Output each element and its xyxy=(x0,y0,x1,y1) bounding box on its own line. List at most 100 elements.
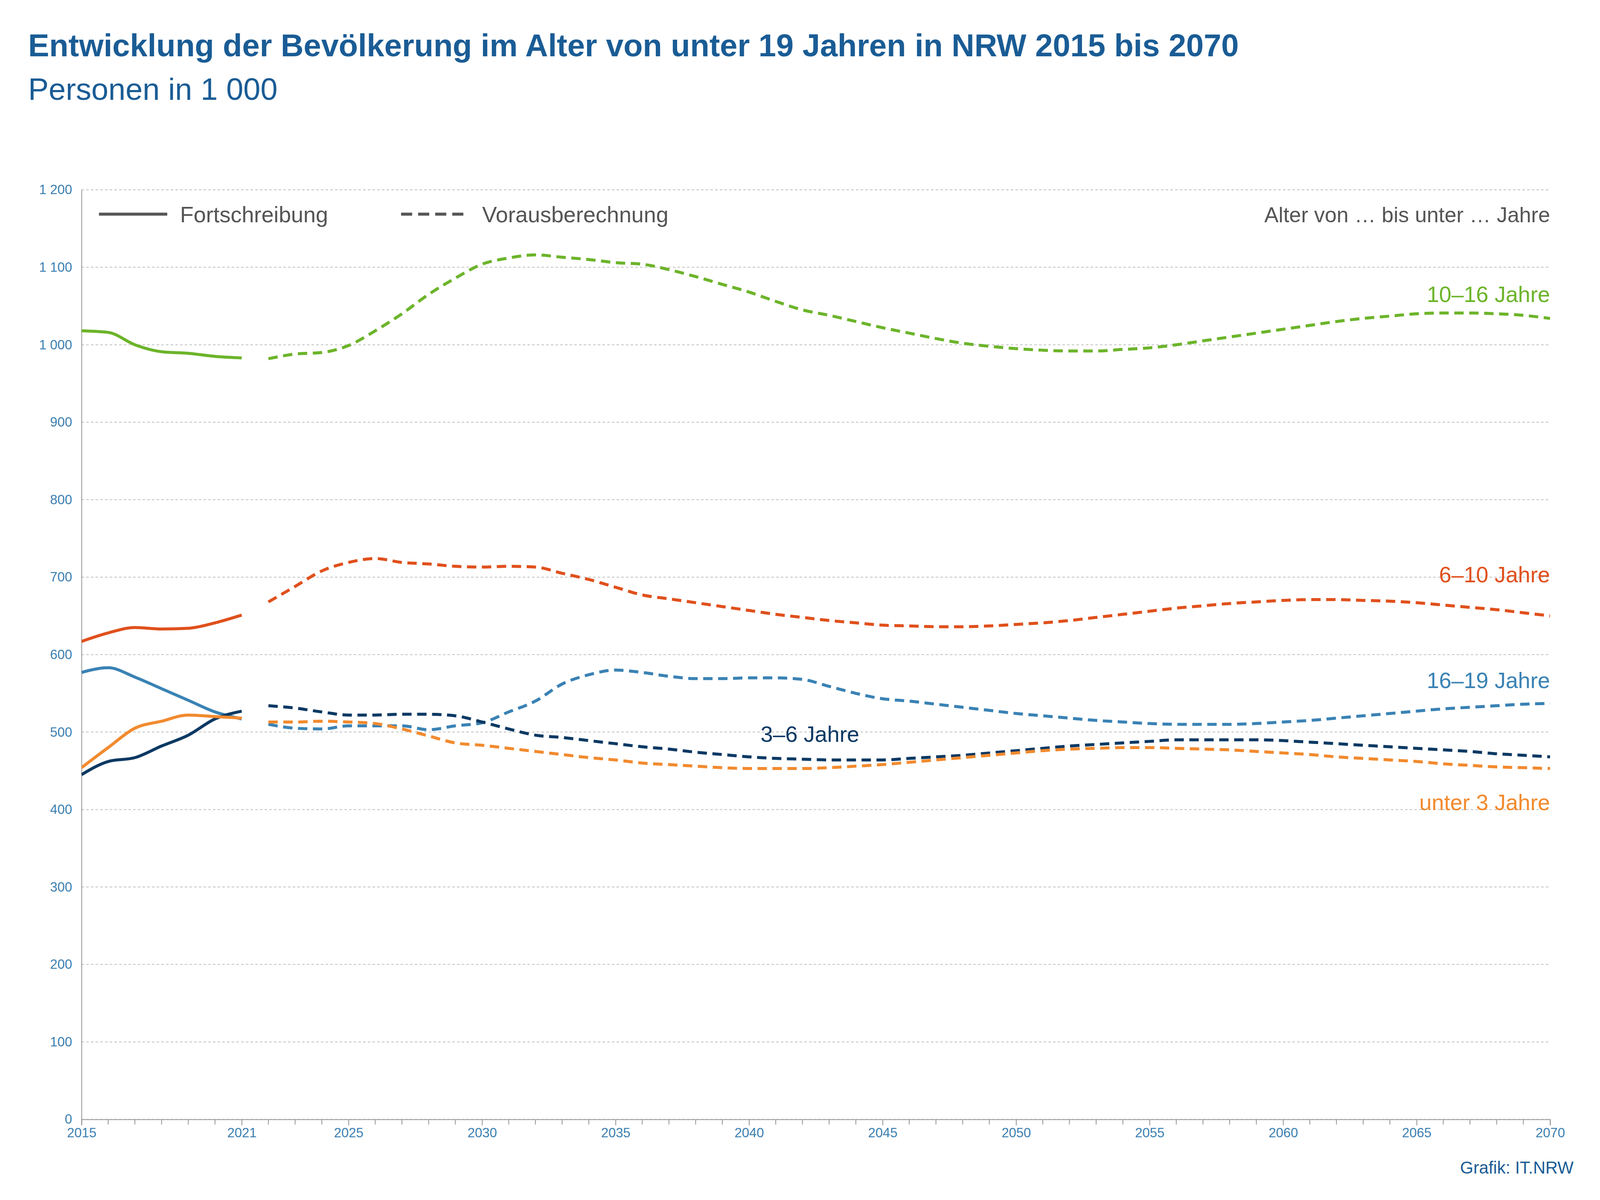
x-tick-mark xyxy=(348,1119,350,1126)
x-minor-tick xyxy=(1229,1119,1231,1125)
x-minor-tick xyxy=(1175,1119,1177,1125)
series-label: unter 3 Jahre xyxy=(1419,790,1551,815)
y-tick-label: 1 000 xyxy=(38,337,73,353)
x-minor-tick xyxy=(802,1119,803,1125)
x-minor-tick xyxy=(214,1119,216,1125)
series-line xyxy=(268,255,1551,359)
x-minor-tick xyxy=(1042,1119,1044,1125)
series-line xyxy=(81,711,242,775)
x-tick-mark xyxy=(481,1119,483,1126)
y-tick-label: 800 xyxy=(49,492,73,508)
x-tick-label: 2060 xyxy=(1268,1125,1298,1141)
series-line xyxy=(268,558,1551,627)
x-minor-tick xyxy=(1442,1119,1444,1125)
x-minor-tick xyxy=(989,1119,990,1125)
x-tick-label: 2040 xyxy=(734,1125,765,1141)
y-tick-label: 1 200 xyxy=(38,182,73,198)
grid-line xyxy=(81,1041,1551,1043)
x-tick: 2050 xyxy=(1001,1119,1031,1141)
series-line xyxy=(81,715,242,768)
x-minor-tick xyxy=(561,1119,563,1125)
y-tick: 1 100 xyxy=(38,259,82,275)
x-tick-mark xyxy=(615,1119,617,1126)
x-minor-tick xyxy=(721,1119,723,1125)
x-minor-tick xyxy=(855,1119,857,1125)
series-label: 16–19 Jahre xyxy=(1426,668,1551,693)
x-minor-tick xyxy=(695,1119,696,1125)
y-tick-label: 600 xyxy=(49,647,73,663)
y-tick: 100 xyxy=(49,1034,82,1050)
y-tick-label: 300 xyxy=(49,879,73,895)
grid-line xyxy=(81,809,1551,811)
grid-line xyxy=(81,344,1551,346)
grid-line xyxy=(81,421,1551,423)
x-tick-label: 2025 xyxy=(334,1125,364,1141)
x-tick: 2065 xyxy=(1402,1119,1432,1141)
y-tick: 800 xyxy=(49,492,82,508)
x-tick-label: 2030 xyxy=(467,1125,498,1141)
y-axis: 01002003004005006007008009001 0001 1001 … xyxy=(38,182,82,1127)
x-minor-tick xyxy=(668,1119,670,1125)
series-line xyxy=(268,670,1551,731)
x-minor-tick xyxy=(1496,1119,1498,1125)
title: Entwicklung der Bevölkerung im Alter von… xyxy=(28,27,1240,64)
x-minor-tick xyxy=(374,1119,376,1125)
legend-title: Alter von … bis unter … Jahre xyxy=(1264,203,1551,227)
x-tick: 2055 xyxy=(1134,1119,1165,1141)
legend-line xyxy=(401,212,470,216)
x-tick: 2045 xyxy=(867,1119,898,1141)
grid-line xyxy=(81,189,1551,191)
x-tick-mark xyxy=(1550,1119,1551,1126)
chart: Entwicklung der Bevölkerung im Alter von… xyxy=(0,0,1600,1200)
grid-line xyxy=(81,499,1551,501)
x-minor-tick xyxy=(107,1119,109,1125)
y-tick-label: 900 xyxy=(49,414,73,430)
x-minor-tick xyxy=(1122,1119,1124,1125)
x-minor-tick xyxy=(1256,1119,1257,1125)
x-minor-tick xyxy=(1095,1119,1097,1125)
series-line xyxy=(81,330,242,358)
x-tick: 2025 xyxy=(334,1119,364,1141)
x-minor-tick xyxy=(962,1119,963,1125)
grid-line xyxy=(81,267,1551,268)
y-tick-label: 0 xyxy=(64,1111,73,1127)
y-tick: 300 xyxy=(49,879,82,895)
y-tick: 900 xyxy=(49,414,82,430)
x-minor-tick xyxy=(187,1119,189,1125)
x-minor-tick xyxy=(428,1119,430,1125)
x-minor-ticks xyxy=(108,1119,1524,1125)
x-tick: 2040 xyxy=(734,1119,765,1141)
x-tick-mark xyxy=(748,1119,750,1126)
y-tick: 200 xyxy=(49,957,82,972)
x-minor-tick xyxy=(1389,1119,1391,1125)
x-tick: 2015 xyxy=(66,1119,97,1141)
x-minor-tick xyxy=(535,1119,536,1125)
series-line xyxy=(81,667,242,719)
x-minor-tick xyxy=(134,1119,136,1125)
x-minor-tick xyxy=(1362,1119,1364,1125)
x-tick-mark xyxy=(1282,1119,1284,1126)
x-tick-label: 2021 xyxy=(227,1125,257,1141)
x-minor-tick xyxy=(508,1119,510,1125)
x-minor-tick xyxy=(161,1119,163,1125)
x-tick: 2035 xyxy=(601,1119,631,1141)
x-axis: 2015 2021 2025 2030 2035 2040 2045 2050 2055 2060… xyxy=(66,1119,1566,1141)
legend-label: Vorausberechnung xyxy=(482,202,669,227)
x-minor-tick xyxy=(321,1119,323,1125)
x-tick-label: 2055 xyxy=(1134,1125,1165,1141)
x-tick-mark xyxy=(1149,1119,1151,1126)
x-tick-mark xyxy=(241,1119,243,1126)
y-tick: 400 xyxy=(49,802,82,818)
grid-line xyxy=(81,654,1551,656)
series-line xyxy=(81,615,242,642)
x-tick-label: 2065 xyxy=(1402,1125,1432,1141)
grid xyxy=(81,189,1551,1120)
y-tick: 1 200 xyxy=(38,182,82,198)
x-tick-label: 2070 xyxy=(1535,1125,1566,1141)
x-tick: 2030 xyxy=(467,1119,498,1141)
x-minor-tick xyxy=(935,1119,937,1125)
series-label: 6–10 Jahre xyxy=(1439,562,1551,588)
legend-label: Fortschreibung xyxy=(180,202,329,227)
y-tick-label: 1 100 xyxy=(38,259,73,275)
source: Grafik: IT.NRW xyxy=(1460,1158,1574,1178)
